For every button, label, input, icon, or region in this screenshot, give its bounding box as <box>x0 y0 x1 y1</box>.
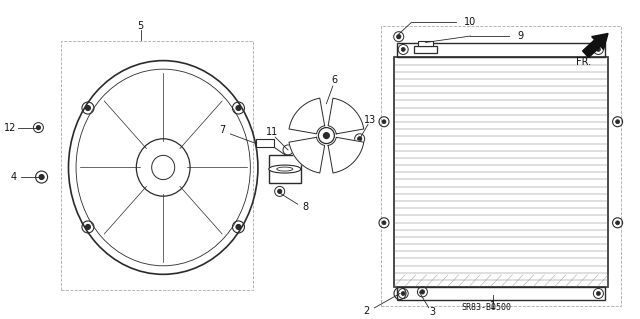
Bar <box>381 26 621 306</box>
Circle shape <box>85 225 90 229</box>
Text: 11: 11 <box>266 127 278 137</box>
Text: 12: 12 <box>4 122 17 133</box>
Circle shape <box>382 221 386 225</box>
Bar <box>397 43 605 57</box>
Circle shape <box>596 48 600 51</box>
Text: 1: 1 <box>490 301 496 311</box>
Circle shape <box>382 120 386 124</box>
FancyArrow shape <box>582 33 608 57</box>
Polygon shape <box>289 137 324 173</box>
Circle shape <box>616 221 620 225</box>
Bar <box>61 41 253 290</box>
Circle shape <box>401 292 405 295</box>
Circle shape <box>401 48 405 51</box>
Bar <box>418 41 433 46</box>
Circle shape <box>278 189 282 193</box>
Circle shape <box>85 106 90 110</box>
Circle shape <box>323 133 330 138</box>
Circle shape <box>397 35 401 39</box>
Ellipse shape <box>269 165 301 173</box>
Circle shape <box>420 290 424 294</box>
Circle shape <box>319 128 334 144</box>
Circle shape <box>358 137 362 141</box>
Circle shape <box>236 106 241 110</box>
Text: 4: 4 <box>11 172 17 182</box>
Text: SR83-B0500: SR83-B0500 <box>461 303 511 312</box>
Circle shape <box>36 126 40 130</box>
Bar <box>269 155 301 183</box>
Text: 8: 8 <box>302 202 308 212</box>
Circle shape <box>236 225 241 229</box>
Polygon shape <box>328 98 364 134</box>
Bar <box>394 57 608 287</box>
Text: 9: 9 <box>517 31 524 41</box>
Text: 2: 2 <box>364 306 370 316</box>
Circle shape <box>616 120 620 124</box>
Text: FR.: FR. <box>576 57 591 67</box>
Text: 5: 5 <box>138 21 144 31</box>
Text: 7: 7 <box>220 125 226 135</box>
Circle shape <box>596 292 600 295</box>
Text: 10: 10 <box>464 17 477 27</box>
Polygon shape <box>289 98 324 134</box>
Bar <box>397 287 605 300</box>
Text: 3: 3 <box>429 307 435 317</box>
Bar <box>256 139 274 147</box>
Bar <box>414 46 437 53</box>
Text: 13: 13 <box>364 115 376 125</box>
Polygon shape <box>328 137 364 173</box>
Circle shape <box>39 174 44 180</box>
Text: 6: 6 <box>331 75 337 85</box>
